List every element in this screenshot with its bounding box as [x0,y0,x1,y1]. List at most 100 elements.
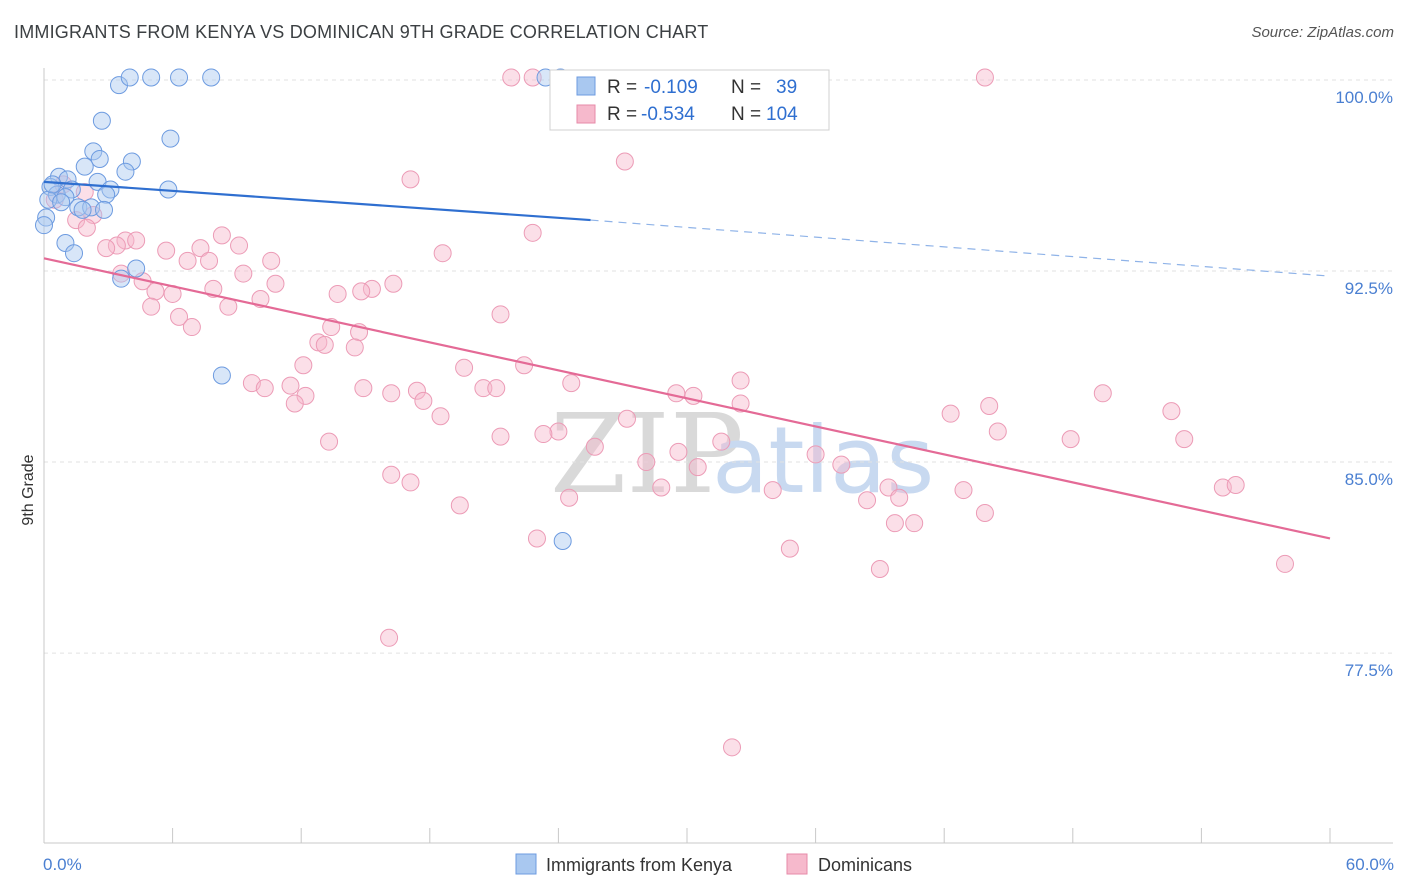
dominicans-point [255,379,274,398]
bottom-legend-dominicans: Dominicans [818,855,912,875]
dominicans-point [380,628,399,647]
dominicans-point [885,514,904,533]
dominicans-point [296,386,315,405]
legend-r-kenya: -0.109 [644,77,698,98]
dominicans-point [97,239,116,258]
legend-r-dominicans: -0.534 [641,104,695,125]
dominicans-point [77,218,96,237]
kenya-point [65,244,84,263]
dominicans-point [182,318,201,337]
chart-title: IMMIGRANTS FROM KENYA VS DOMINICAN 9TH G… [14,22,709,42]
dominicans-point [200,251,219,270]
dominicans-point [352,282,371,301]
dominicans-point [1175,430,1194,449]
dominicans-point [401,473,420,492]
dominicans-point [414,391,433,410]
kenya-point [142,68,161,87]
dominicans-point [178,251,197,270]
kenya-point [161,129,180,148]
dominicans-point [688,458,707,477]
kenya-point [127,259,146,278]
dominicans-point [407,381,426,400]
dominicans-point [523,68,542,87]
watermark-atlas: atlas [712,407,934,514]
bottom-legend-swatch-kenya [515,853,537,875]
dominicans-point [723,738,742,757]
dominicans-point [502,68,521,87]
y-tick-label: 92.5% [1345,279,1393,298]
dominicans-point [669,442,688,461]
dominicans-point [1275,554,1294,573]
dominicans-point [487,379,506,398]
kenya-point [43,175,62,194]
dominicans-point [362,279,381,298]
y-tick-label: 100.0% [1335,88,1393,107]
kenya-point [35,216,53,235]
dominicans-point [266,274,285,293]
dominicans-point [890,488,909,507]
kenya-point [212,366,231,385]
gridlines [44,79,1393,654]
legend-r-label-dominicans: R = [607,104,637,125]
dominicans-point [780,539,799,558]
dominicans-point [433,244,452,263]
bottom-legend-swatch-dominicans [786,853,808,875]
dominicans-point [617,409,636,428]
dominicans-point [191,239,210,258]
kenya-point [90,149,109,168]
kenya-point [92,111,111,130]
dominicans-point [146,282,165,301]
legend-n-kenya: 39 [776,77,797,98]
dominicans-point [382,465,401,484]
dominicans-point [832,455,851,474]
dominicans-point [975,68,994,87]
kenya-trend-extension [590,219,1331,277]
dominicans-point [615,152,634,171]
dominicans-point [455,358,474,377]
dominicans-point [858,491,877,510]
dominicans-point [107,236,126,255]
y-axis-label: 9th Grade [20,454,37,525]
dominicans-point [870,560,889,579]
series-legend: Immigrants from Kenya Dominicans [515,853,912,875]
dominicans-point [328,284,347,303]
dominicans-point [491,305,510,324]
dominicans-point [667,384,686,403]
dominicans-point [315,335,334,354]
dominicans-point [731,394,750,413]
legend-swatch-dominicans [576,104,596,124]
dominicans-point [431,407,450,426]
dominicans-point [731,371,750,390]
dominicans-point [116,231,135,250]
kenya-point [120,68,139,87]
dominicans-point [251,290,270,309]
trend-lines [43,180,1331,540]
bottom-legend-kenya: Immigrants from Kenya [546,855,733,875]
y-tick-label: 85.0% [1345,470,1393,489]
dominicans-point [806,445,825,464]
dominicans-point [474,379,493,398]
dominicans-point [527,529,546,548]
correlation-legend: R = -0.109 N = 39 R = -0.534 N = 104 [549,69,830,131]
dominicans-point [234,264,253,283]
y-tick-label: 77.5% [1345,661,1393,680]
kenya-points [35,68,572,551]
kenya-point [73,200,92,219]
dominicans-point [549,422,568,441]
dominicans-point [491,427,510,446]
dominicans-point [262,251,281,270]
dominicans-point [954,481,973,500]
dominicans-point [1226,475,1245,494]
dominicans-trend-line [43,257,1331,540]
kenya-point [95,200,114,219]
kenya-point [97,185,116,204]
dominicans-point [975,503,994,522]
x-tick-min: 0.0% [43,855,82,874]
kenya-point [122,152,141,171]
kenya-point [202,68,221,87]
dominicans-point [170,307,189,326]
dominicans-point [988,422,1007,441]
dominicans-point [980,397,999,416]
legend-swatch-kenya [576,76,596,96]
